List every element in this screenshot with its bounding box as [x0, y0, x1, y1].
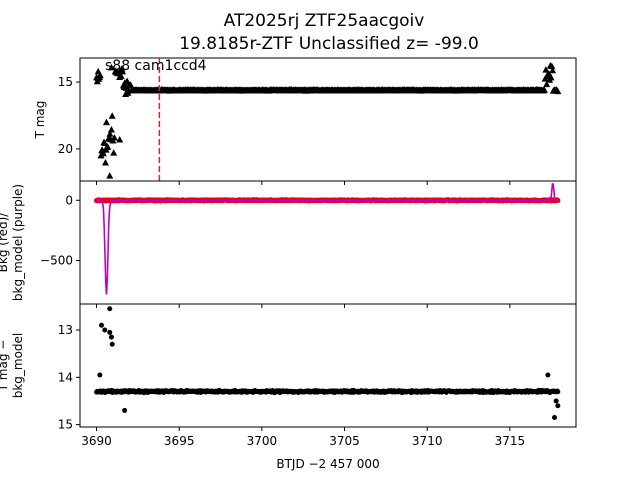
data-point: [543, 80, 551, 88]
panel-frame: [79, 57, 577, 182]
y-axis-label-line2: bkg_model (purple): [11, 184, 25, 301]
data-point: [104, 143, 112, 150]
diff-point: [102, 327, 108, 333]
data-point: [124, 89, 132, 96]
plot-area-diff: [94, 306, 561, 421]
data-point: [542, 66, 550, 73]
data-point: [102, 118, 110, 126]
data-point: [107, 125, 115, 133]
y-axis-label: T mag: [33, 101, 47, 140]
diff-point: [109, 341, 115, 347]
y-tick-label: −500: [40, 254, 73, 268]
x-tick-label: 3705: [329, 434, 360, 448]
x-tick-label: 3695: [164, 434, 195, 448]
diff-point: [107, 306, 113, 312]
data-point: [99, 149, 107, 157]
y-tick-label: 15: [58, 75, 73, 89]
data-point: [119, 67, 127, 75]
data-point: [96, 71, 104, 79]
chart-title-line2: 19.8185r-ZTF Unclassified z= -99.0: [179, 34, 479, 54]
diff-point: [555, 389, 561, 395]
diff-point: [555, 403, 561, 409]
x-tick-label: 3715: [495, 434, 526, 448]
data-point: [106, 130, 114, 137]
y-tick-label: 15: [58, 418, 73, 432]
data-point: [110, 149, 118, 156]
x-tick-label: 3710: [412, 434, 443, 448]
diff-point: [98, 322, 104, 328]
diff-point: [545, 372, 551, 378]
data-point: [106, 172, 114, 179]
y-tick-label: 0: [65, 193, 73, 207]
y-axis-label-line1: T mag −: [0, 340, 10, 393]
data-point: [554, 87, 562, 95]
panel-mag: 15 20 T mag: [33, 57, 577, 185]
data-point: [540, 86, 548, 93]
data-point: [548, 62, 556, 70]
plot-area-bkg: [93, 183, 561, 295]
x-axis-label: BTJD −2 457 000: [276, 457, 379, 471]
data-point: [108, 112, 116, 119]
plot-area-mag: [93, 61, 562, 179]
y-tick-label: 14: [58, 370, 73, 384]
diff-point: [107, 329, 113, 335]
x-tick-label: 3690: [81, 434, 112, 448]
data-point: [547, 73, 555, 81]
diff-point: [122, 407, 128, 413]
panel-diff: 13 14 15 3690 3695 3700 3705 3710 3715 T mag −bkg…: [0, 303, 577, 448]
sector-camera-annotation: s88 cam1ccd4: [105, 58, 207, 74]
data-point: [101, 159, 109, 166]
diff-point: [97, 372, 103, 378]
y-axis-label-line1: Bkg (red)/: [0, 212, 10, 273]
data-point: [117, 72, 125, 79]
data-point: [123, 77, 131, 85]
diff-point: [553, 398, 559, 404]
data-point: [127, 81, 135, 89]
y-tick-label: 20: [58, 142, 73, 156]
bkg-model-line: [96, 183, 558, 295]
panel-bkg: 0 −500 Bkg (red)/bkg_model (purple): [0, 180, 577, 308]
y-tick-label: 13: [58, 323, 73, 337]
y-axis-label-line2: bkg_model: [11, 333, 25, 399]
data-point: [94, 67, 102, 75]
chart-title-line1: AT2025rj ZTF25aacgoiv: [224, 11, 425, 31]
diff-point: [552, 415, 558, 421]
diff-point: [108, 334, 114, 340]
data-point: [107, 63, 115, 71]
data-point: [549, 66, 557, 74]
panel-frame: [79, 303, 577, 428]
data-point: [116, 136, 124, 143]
data-point: [110, 133, 118, 141]
x-tick-label: 3700: [247, 434, 278, 448]
